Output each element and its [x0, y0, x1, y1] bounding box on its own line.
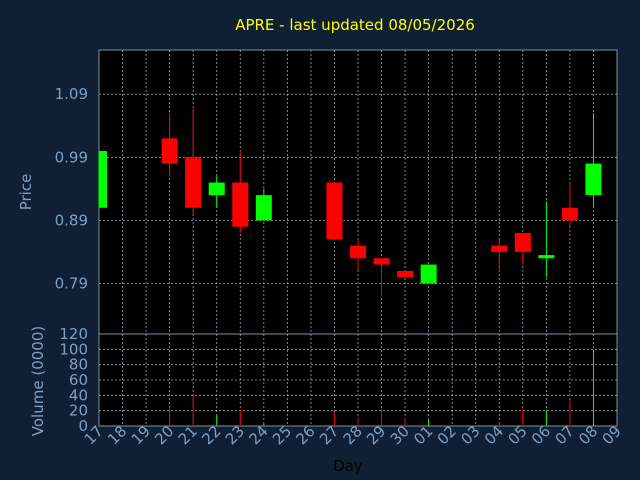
- candle-body: [514, 233, 531, 252]
- price-axis-label: Price: [17, 174, 35, 211]
- candle-body: [350, 245, 366, 259]
- volume-tick-label: 60: [69, 371, 88, 389]
- volume-tick-label: 20: [69, 402, 88, 420]
- volume-tick-label: 80: [69, 356, 88, 374]
- candle-body: [326, 182, 343, 240]
- candle-body: [397, 270, 414, 278]
- chart-title: APRE - last updated 08/05/2026: [235, 16, 475, 34]
- candle-body: [185, 157, 202, 208]
- x-axis-label: Day: [333, 457, 363, 475]
- volume-axis-label: Volume (0000): [29, 326, 47, 436]
- price-tick-label: 0.79: [55, 275, 88, 293]
- volume-tick-label: 100: [59, 340, 88, 358]
- price-tick-label: 0.89: [55, 211, 88, 229]
- candle-body: [491, 245, 508, 252]
- candle-body: [561, 207, 578, 221]
- volume-tick-label: 0: [78, 417, 88, 435]
- candle-body: [420, 264, 437, 284]
- candle-body: [232, 182, 249, 227]
- price-tick-label: 1.09: [55, 85, 88, 103]
- volume-tick-label: 120: [59, 325, 88, 343]
- candle-body: [208, 182, 225, 196]
- price-tick-label: 0.99: [55, 148, 88, 166]
- candle-body: [255, 195, 272, 221]
- candle-body: [585, 163, 602, 196]
- candle-body: [373, 258, 390, 265]
- candle-body: [99, 150, 107, 208]
- volume-tick-label: 40: [69, 386, 88, 404]
- candle-body: [538, 255, 555, 259]
- candle-body: [161, 138, 178, 164]
